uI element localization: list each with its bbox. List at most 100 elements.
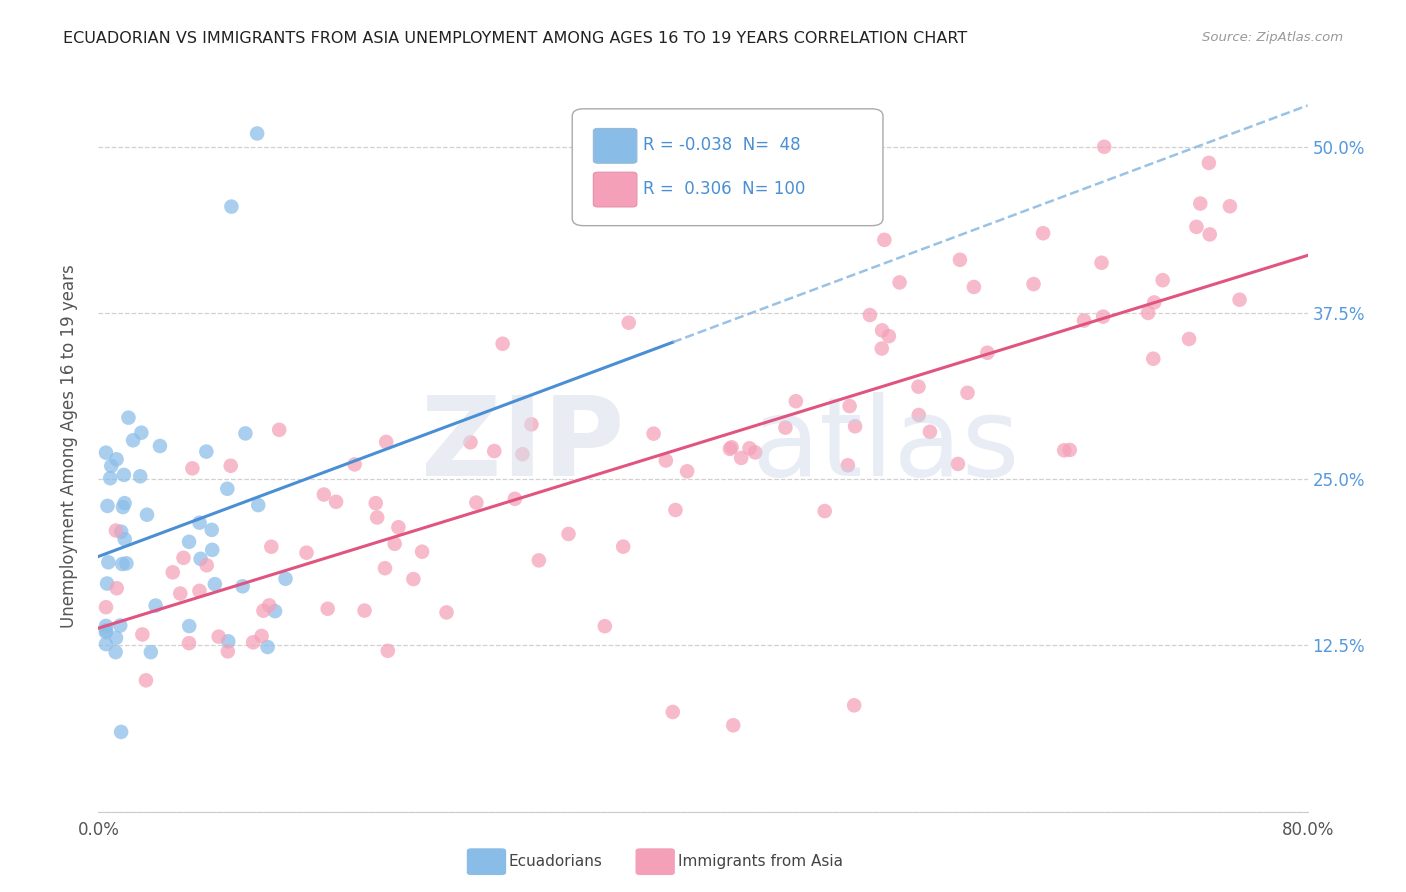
Point: [1092, 140, 1115, 154]
Point: [242, 635, 264, 649]
Point: [217, 482, 239, 496]
Point: [247, 498, 270, 512]
Point: [460, 435, 482, 450]
Point: [1022, 277, 1045, 291]
Point: [1152, 273, 1174, 287]
Point: [877, 329, 900, 343]
Point: [252, 604, 274, 618]
Text: atlas: atlas: [751, 392, 1019, 500]
Point: [110, 524, 132, 539]
Point: [946, 457, 969, 471]
Point: [1198, 156, 1220, 170]
Point: [98, 471, 121, 485]
Point: [201, 523, 224, 537]
Point: [256, 640, 278, 654]
Point: [730, 450, 752, 465]
Point: [162, 566, 184, 580]
Point: [465, 495, 488, 509]
Point: [114, 532, 136, 546]
Point: [617, 316, 640, 330]
Point: [775, 420, 797, 434]
Point: [503, 491, 526, 506]
Point: [1090, 256, 1112, 270]
Point: [105, 631, 128, 645]
Point: [325, 495, 347, 509]
Point: [104, 645, 127, 659]
Point: [264, 604, 287, 618]
Text: Ecuadorians: Ecuadorians: [509, 855, 603, 869]
Point: [593, 619, 616, 633]
Point: [105, 581, 128, 595]
Point: [111, 557, 134, 571]
Point: [384, 537, 406, 551]
Point: [221, 200, 243, 214]
Point: [181, 461, 204, 475]
Y-axis label: Unemployment Among Ages 16 to 19 years: Unemployment Among Ages 16 to 19 years: [59, 264, 77, 628]
Point: [956, 385, 979, 400]
Point: [177, 636, 200, 650]
Point: [188, 516, 211, 530]
Point: [131, 627, 153, 641]
Point: [343, 458, 366, 472]
Point: [520, 417, 543, 432]
Point: [436, 606, 458, 620]
Point: [738, 442, 761, 456]
Point: [402, 572, 425, 586]
Point: [204, 577, 226, 591]
Point: [859, 308, 882, 322]
Point: [512, 447, 534, 461]
Point: [873, 233, 896, 247]
Point: [217, 644, 239, 658]
Point: [557, 527, 579, 541]
Text: Source: ZipAtlas.com: Source: ZipAtlas.com: [1202, 31, 1343, 45]
Point: [837, 458, 859, 473]
Point: [172, 550, 194, 565]
Point: [110, 725, 132, 739]
Point: [135, 673, 157, 688]
Point: [139, 645, 162, 659]
Point: [201, 542, 224, 557]
Point: [114, 496, 136, 510]
Point: [1178, 332, 1201, 346]
Point: [976, 345, 998, 359]
Point: [112, 467, 135, 482]
Point: [250, 629, 273, 643]
Point: [366, 510, 388, 524]
Point: [129, 469, 152, 483]
Point: [963, 280, 986, 294]
Point: [94, 619, 117, 633]
Point: [655, 453, 678, 467]
Point: [661, 705, 683, 719]
Point: [1059, 442, 1081, 457]
Point: [907, 408, 929, 422]
Point: [145, 599, 167, 613]
Point: [177, 534, 200, 549]
Point: [374, 561, 396, 575]
Point: [1137, 306, 1160, 320]
Point: [169, 586, 191, 600]
Point: [484, 444, 506, 458]
Point: [1053, 443, 1076, 458]
Point: [104, 524, 127, 538]
Point: [96, 576, 118, 591]
Point: [377, 644, 399, 658]
Point: [838, 399, 860, 413]
Point: [1229, 293, 1251, 307]
Point: [612, 540, 634, 554]
Point: [1032, 226, 1054, 240]
Point: [918, 425, 941, 439]
Point: [195, 444, 218, 458]
Point: [375, 434, 398, 449]
Point: [96, 499, 118, 513]
Point: [1142, 351, 1164, 366]
Point: [260, 540, 283, 554]
Point: [1092, 310, 1115, 324]
Point: [131, 425, 153, 440]
Point: [676, 464, 699, 478]
Text: Immigrants from Asia: Immigrants from Asia: [678, 855, 842, 869]
Point: [664, 503, 686, 517]
Point: [149, 439, 172, 453]
Point: [295, 546, 318, 560]
Point: [814, 504, 837, 518]
Point: [110, 618, 132, 632]
